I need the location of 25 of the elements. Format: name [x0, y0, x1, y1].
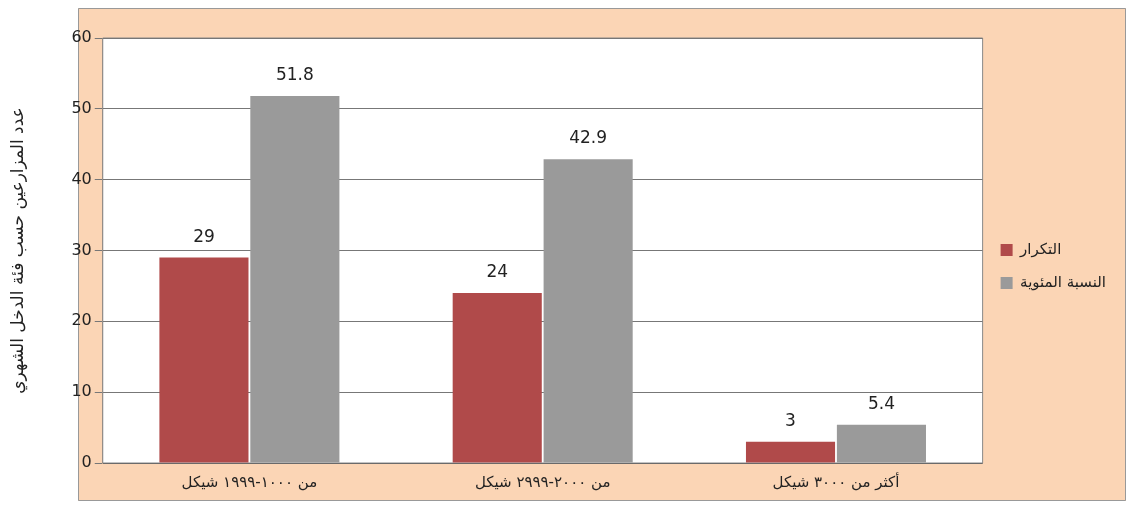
bar	[543, 159, 633, 463]
data-label: 42.9	[569, 127, 608, 148]
x-tick-label: من ١٠٠٠-١٩٩٩ شيكل	[181, 472, 318, 491]
bar	[836, 424, 926, 463]
legend-label: التكرار	[1019, 239, 1062, 258]
data-label: 5.4	[867, 392, 895, 413]
y-tick-label: 0	[81, 452, 92, 472]
data-label: 29	[193, 225, 215, 246]
y-tick-label: 60	[71, 27, 92, 47]
data-label: 3	[785, 409, 796, 430]
bar	[159, 257, 249, 463]
x-tick-label: من ٢٠٠٠-٢٩٩٩ شيكل	[474, 472, 611, 491]
legend-label: النسبة المئوية	[1020, 272, 1107, 291]
y-tick-label: 50	[71, 97, 92, 117]
y-tick-label: 20	[71, 310, 92, 330]
y-tick-label: 30	[71, 239, 92, 259]
data-label: 24	[486, 260, 509, 281]
bar	[745, 441, 836, 463]
y-tick-label: 40	[71, 168, 92, 188]
bar	[250, 96, 340, 463]
bar	[452, 293, 542, 463]
data-label: 51.8	[275, 64, 314, 85]
y-axis-title: عدد المزارعين حسب فئة الدخل الشهري	[6, 107, 28, 394]
y-tick-label: 10	[71, 381, 92, 401]
x-tick-label: أكثر من ٣٠٠٠ شيكل	[772, 471, 900, 491]
